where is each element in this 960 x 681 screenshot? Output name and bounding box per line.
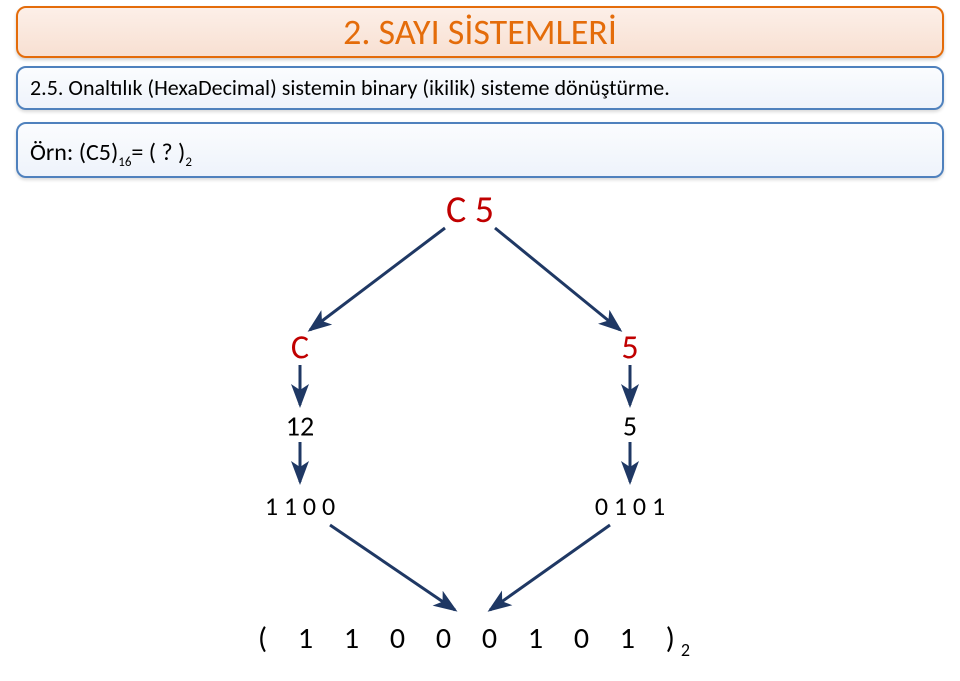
title-box: 2. SAYI SİSTEMLERİ (16, 6, 944, 58)
example-prefix: Örn: (C5) (30, 138, 118, 167)
result-bits: 1 1 0 0 0 1 0 1 (298, 620, 647, 657)
arrow-line (330, 525, 455, 610)
root-hex: C 5 (446, 187, 494, 233)
subtitle-box: 2.5. Onaltılık (HexaDecimal) sistemin bi… (16, 66, 944, 110)
page-title: 2. SAYI SİSTEMLERİ (18, 8, 942, 56)
result-base: 2 (681, 639, 690, 661)
conversion-diagram: C 5 C 5 12 5 1 1 0 0 0 1 0 1 ( 1 1 0 0 0… (0, 180, 960, 680)
right-dec: 5 (623, 409, 637, 444)
left-bin: 1 1 0 0 (265, 490, 335, 522)
example-box: Örn: (C5) 16 = ( ? ) 2 (16, 122, 944, 178)
result-line: ( 1 1 0 0 0 1 0 1 )2 (258, 620, 696, 657)
left-hex: C (291, 328, 309, 369)
arrow-line (495, 228, 620, 330)
arrow-line (490, 525, 610, 610)
arrow-line (310, 228, 445, 330)
example-base1: 16 (118, 155, 131, 170)
right-bin: 0 1 0 1 (595, 490, 665, 522)
right-hex: 5 (621, 328, 638, 369)
result-open: ( (258, 620, 298, 657)
left-dec: 12 (286, 409, 314, 444)
example-base2: 2 (185, 155, 192, 170)
arrows-svg (0, 180, 960, 680)
example-mid: = ( ? ) (131, 138, 185, 167)
